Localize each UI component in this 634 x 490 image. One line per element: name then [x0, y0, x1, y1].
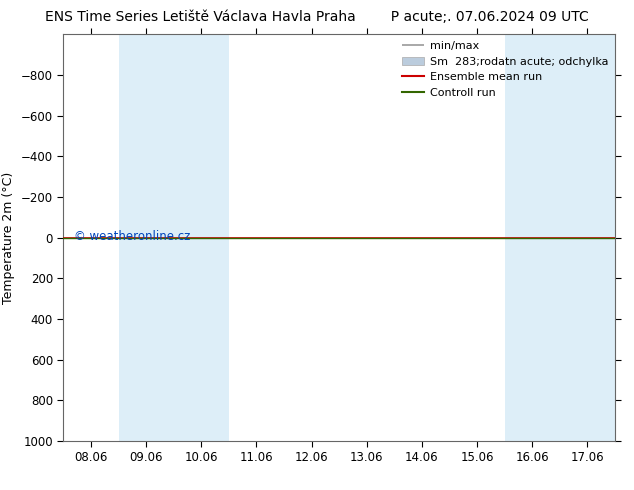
- Bar: [533, 34, 560, 441]
- Bar: [560, 34, 615, 441]
- Text: © weatheronline.cz: © weatheronline.cz: [74, 230, 191, 244]
- Text: ENS Time Series Letiště Václava Havla Praha        P acute;. 07.06.2024 09 UTC: ENS Time Series Letiště Václava Havla Pr…: [45, 10, 589, 24]
- Legend: min/max, Sm  283;rodatn acute; odchylka, Ensemble mean run, Controll run: min/max, Sm 283;rodatn acute; odchylka, …: [398, 37, 612, 102]
- Bar: [174, 34, 229, 441]
- Y-axis label: Temperature 2m (°C): Temperature 2m (°C): [3, 172, 15, 304]
- Bar: [119, 34, 174, 441]
- Bar: [505, 34, 533, 441]
